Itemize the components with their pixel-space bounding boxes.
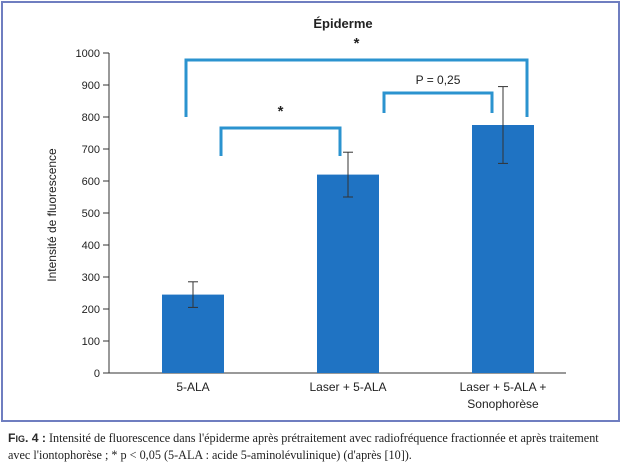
chart-title: Épiderme [313,16,372,31]
y-axis-label: Intensité de fluorescence [45,148,59,282]
significance-label: * [278,103,284,120]
figure-caption: Fig. 4 : Intensité de fluorescence dans … [8,430,623,464]
bar-chart: Épiderme Intensité de fluorescence 0 100 2… [45,16,566,411]
significance-bracket [382,91,494,113]
caption-label: Fig. 4 : [8,431,46,445]
x-tick-label-line2: Sonophorèse [467,397,539,411]
y-tick-label: 900 [82,80,100,92]
bar [472,125,534,373]
y-tick-label: 1000 [76,48,100,60]
significance-bracket [219,126,342,156]
y-tick-label: 100 [82,336,100,348]
significance-label: * [354,35,360,52]
x-tick-label: Laser + 5-ALA + [460,380,547,394]
x-tick-label: Laser + 5-ALA [309,380,386,394]
y-tick-label: 600 [82,176,100,188]
y-tick-label: 0 [94,368,100,380]
y-tick-label: 400 [82,240,100,252]
y-tick-label: 500 [82,208,100,220]
y-tick-label: 200 [82,304,100,316]
y-tick-label: 800 [82,112,100,124]
significance-bracket [184,58,529,117]
x-tick-label: 5-ALA [176,380,209,394]
significance-label: P = 0,25 [416,73,461,87]
figure-frame: Épiderme Intensité de fluorescence 0 100 2… [1,1,620,422]
y-tick-label: 700 [82,144,100,156]
bar [317,174,379,373]
y-tick-label: 300 [82,272,100,284]
caption-text: Intensité de fluorescence dans l'épiderm… [8,431,599,462]
